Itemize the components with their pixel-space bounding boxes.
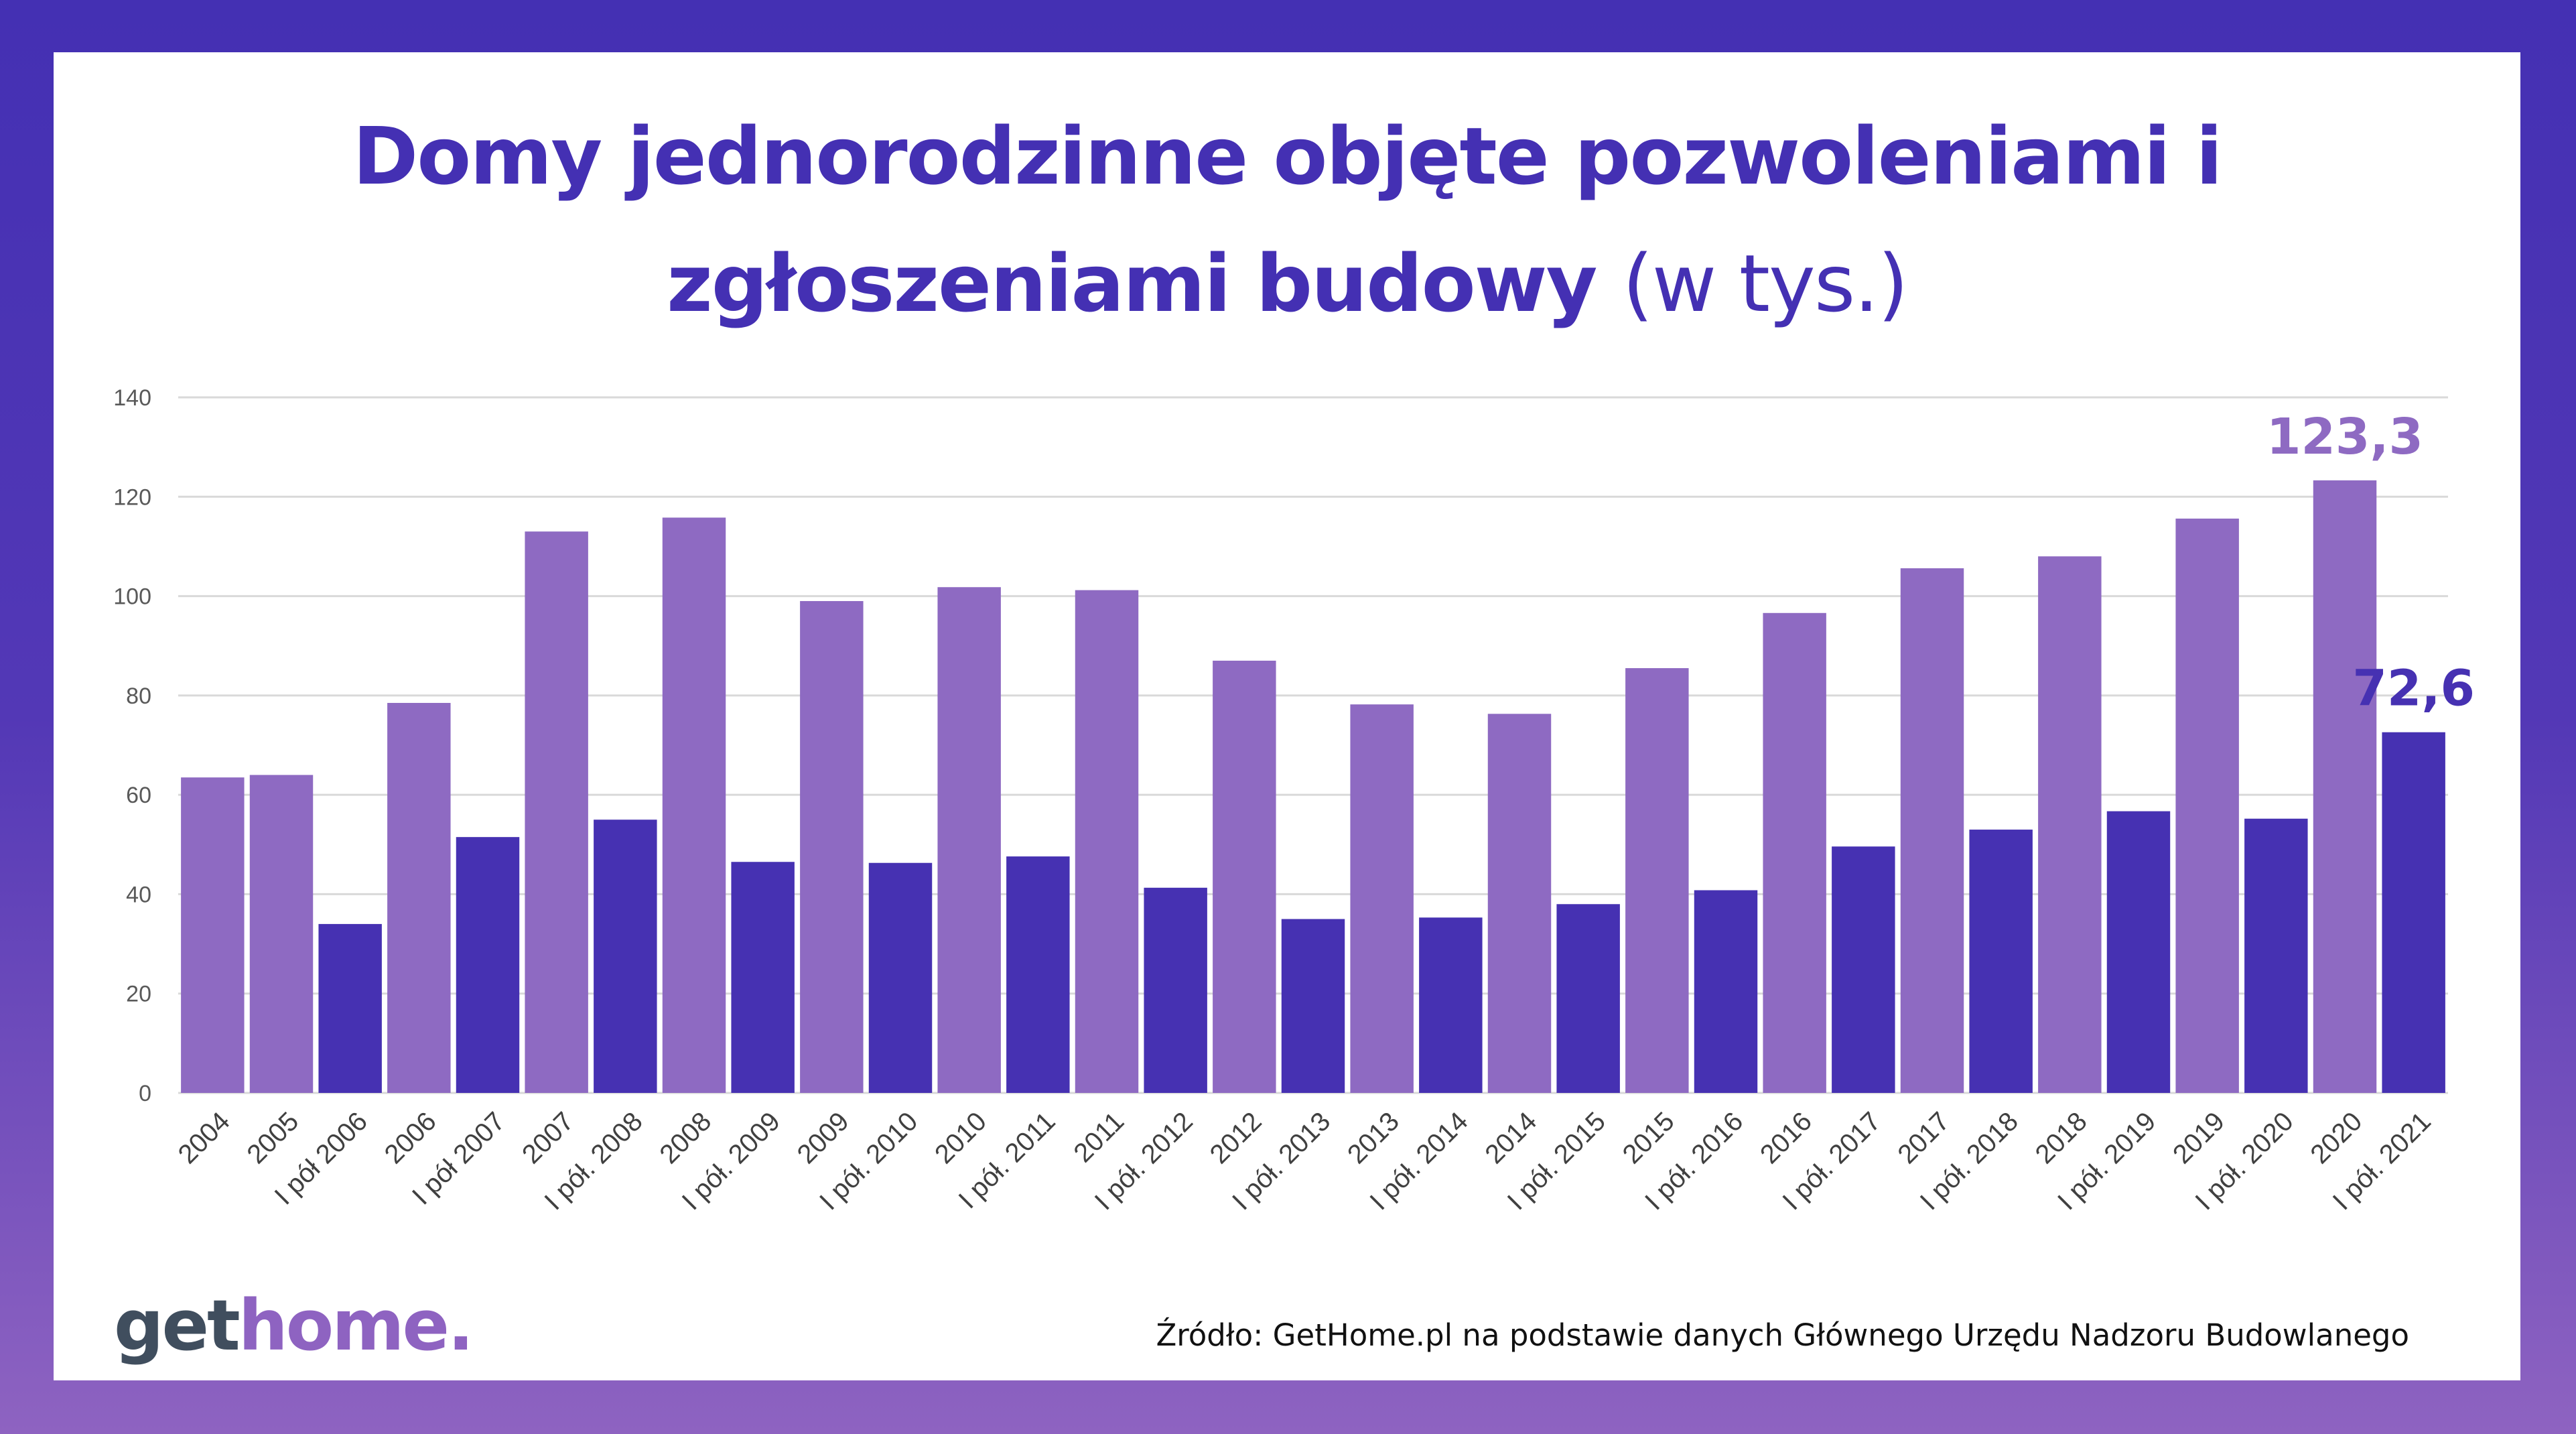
logo-get: get	[114, 1285, 241, 1366]
x-tick-label: 2013	[1342, 1106, 1405, 1169]
y-tick-label: 40	[126, 882, 151, 907]
bar	[1006, 856, 1070, 1093]
bar	[2175, 518, 2239, 1093]
x-tick-label: 2019	[2167, 1106, 2230, 1169]
x-tick-label: 2010	[929, 1106, 992, 1169]
bar	[318, 923, 382, 1093]
bar	[1556, 904, 1620, 1093]
data-label: 123,3	[2266, 408, 2423, 466]
bar	[594, 820, 657, 1093]
bar	[1419, 917, 1483, 1093]
title-line-2: zgłoszeniami budowy (w tys.)	[54, 220, 2520, 347]
x-tick-label: 2005	[241, 1106, 304, 1169]
bar	[937, 587, 1001, 1093]
bar	[1832, 846, 1895, 1093]
y-tick-label: 60	[126, 783, 151, 808]
bar	[868, 862, 933, 1093]
data-labels: 123,3 72,6	[2266, 408, 2475, 718]
title-bold-part: zgłoszeniami budowy	[667, 237, 1597, 330]
logo-home: home.	[238, 1285, 474, 1366]
bar	[2313, 480, 2377, 1093]
x-tick-label: 2017	[1892, 1106, 1955, 1169]
bar	[662, 517, 726, 1093]
x-tick-label: 2006	[379, 1106, 442, 1169]
bar	[2382, 732, 2445, 1093]
gethome-logo: gethome.	[114, 1285, 474, 1366]
bar	[1763, 612, 1826, 1093]
x-tick-label: 2018	[2030, 1106, 2093, 1169]
title-line-1: Domy jednorodzinne objęte pozwoleniami i	[352, 110, 2222, 202]
y-tick-label: 0	[139, 1081, 151, 1106]
bar	[1487, 714, 1552, 1093]
x-tick-label: 2012	[1205, 1106, 1268, 1169]
x-tick-label: 2007	[517, 1106, 580, 1169]
bar	[2038, 556, 2102, 1093]
bar	[387, 702, 451, 1093]
x-tick-label: 2009	[792, 1106, 855, 1169]
y-tick-label: 100	[113, 584, 151, 610]
y-axis-labels: 0 20 40 60 80 100 120 140	[113, 385, 151, 1106]
bar	[1281, 919, 1345, 1093]
title-unit: (w tys.)	[1622, 237, 1909, 330]
x-tick-label: 2011	[1068, 1106, 1130, 1168]
bar	[525, 531, 588, 1093]
x-tick-label: 2008	[654, 1106, 717, 1169]
bar	[456, 837, 520, 1093]
bar	[249, 775, 314, 1093]
bar	[181, 777, 245, 1093]
y-tick-label: 80	[126, 683, 151, 709]
x-tick-label: 2016	[1755, 1106, 1818, 1169]
chart-card: Domy jednorodzinne objęte pozwoleniami i…	[54, 52, 2520, 1380]
bar	[1213, 660, 1276, 1093]
bar	[1625, 668, 1689, 1093]
chart-title: Domy jednorodzinne objęte pozwoleniami i…	[54, 92, 2520, 347]
bar	[1969, 830, 2033, 1093]
bar	[2244, 818, 2308, 1093]
bar	[800, 600, 864, 1093]
bar	[1144, 887, 1207, 1093]
bar	[1900, 568, 1964, 1093]
y-tick-label: 20	[126, 982, 151, 1007]
bar	[1075, 590, 1139, 1093]
x-tick-label: 2004	[173, 1106, 236, 1169]
y-tick-label: 140	[113, 385, 151, 411]
source-note: Źródło: GetHome.pl na podstawie danych G…	[1156, 1317, 2409, 1353]
bars	[181, 480, 2445, 1093]
y-tick-label: 120	[113, 484, 151, 510]
x-tick-label: 2015	[1617, 1106, 1680, 1169]
bar	[731, 862, 795, 1093]
bar	[1350, 704, 1414, 1093]
bar	[1694, 890, 1758, 1093]
data-label: 72,6	[2352, 660, 2475, 718]
x-tick-label: 2020	[2305, 1106, 2368, 1169]
x-tick-label: 2014	[1479, 1106, 1542, 1169]
bar	[2106, 811, 2171, 1093]
